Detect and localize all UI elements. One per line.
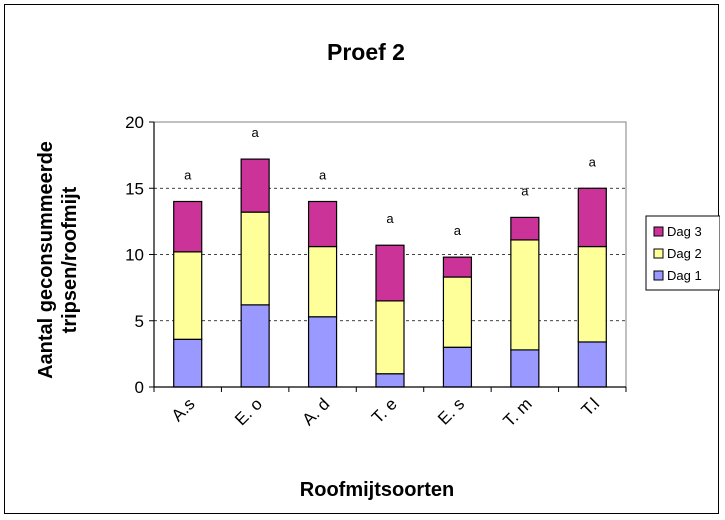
legend-swatch-dag-2 bbox=[653, 248, 664, 259]
y-tick-label-5: 5 bbox=[135, 312, 144, 331]
y-axis-title-line-1: Aantal geconsummeerde bbox=[35, 141, 57, 379]
bar-dag-3-4 bbox=[442, 256, 473, 278]
legend-label-dag-1: Dag 1 bbox=[667, 268, 702, 283]
significance-label-5: a bbox=[521, 183, 529, 198]
bar-dag-2-3 bbox=[375, 300, 405, 375]
chart-svg: Proef 2 Aantal geconsummeerde tripsen/ro… bbox=[35, 39, 720, 501]
bar-dag-2-2 bbox=[307, 245, 338, 318]
y-tick-label-10: 10 bbox=[125, 246, 144, 265]
bar-dag-1-5 bbox=[510, 349, 540, 388]
x-tick-label-4: E. s bbox=[434, 394, 468, 428]
y-axis-title-line-2: tripsen/roofmijt bbox=[59, 186, 81, 333]
y-axis-title: Aantal geconsummeerde tripsen/roofmijt bbox=[35, 141, 81, 379]
significance-label-4: a bbox=[454, 223, 462, 238]
x-tick-label-1: E. o bbox=[231, 394, 266, 429]
chart-title: Proef 2 bbox=[327, 39, 405, 65]
y-tick-label-0: 0 bbox=[135, 378, 144, 397]
chart-frame: Proef 2 Aantal geconsummeerde tripsen/ro… bbox=[4, 4, 720, 514]
bar-dag-1-6 bbox=[577, 341, 607, 388]
y-tick-label-15: 15 bbox=[125, 179, 144, 198]
y-tick-label-20: 20 bbox=[125, 113, 144, 132]
bar-dag-1-2 bbox=[307, 316, 338, 388]
x-tick-label-2: A. d bbox=[299, 394, 334, 429]
bar-dag-3-5 bbox=[510, 216, 540, 241]
significance-label-6: a bbox=[589, 154, 597, 169]
x-tick-label-3: T. e bbox=[368, 394, 401, 427]
legend-swatch-dag-1 bbox=[653, 270, 664, 281]
axes-layer bbox=[149, 121, 627, 392]
significance-label-0: a bbox=[184, 168, 192, 183]
significance-label-1: a bbox=[252, 125, 260, 140]
annotations-layer: a a a a a a a bbox=[184, 125, 597, 238]
x-axis-title: Roofmijtsoorten bbox=[300, 479, 454, 501]
bar-dag-1-4 bbox=[442, 346, 473, 388]
x-tick-label-0: A.s bbox=[168, 394, 199, 425]
bar-dag-2-6 bbox=[577, 245, 607, 343]
x-tick-label-6: T.l bbox=[578, 394, 603, 419]
significance-label-2: a bbox=[319, 168, 327, 183]
legend: Dag 3 Dag 2 Dag 1 bbox=[645, 215, 720, 291]
bar-dag-2-4 bbox=[442, 276, 473, 348]
legend-swatch-dag-3 bbox=[653, 226, 664, 237]
bars-layer bbox=[173, 158, 607, 388]
legend-label-dag-3: Dag 3 bbox=[667, 224, 702, 239]
bar-dag-3-3 bbox=[375, 244, 405, 302]
bar-dag-1-1 bbox=[240, 304, 270, 388]
significance-label-3: a bbox=[386, 211, 394, 226]
legend-label-dag-2: Dag 2 bbox=[667, 246, 702, 261]
bar-dag-3-0 bbox=[173, 200, 203, 253]
bar-dag-2-1 bbox=[240, 211, 270, 306]
bar-dag-1-0 bbox=[173, 338, 203, 388]
bar-dag-1-3 bbox=[375, 373, 405, 388]
bar-dag-2-5 bbox=[510, 239, 540, 351]
x-tick-label-5: T. m bbox=[500, 394, 536, 430]
bar-dag-3-1 bbox=[240, 158, 270, 213]
bar-dag-3-6 bbox=[577, 187, 607, 248]
bar-dag-3-2 bbox=[307, 200, 338, 248]
bar-dag-2-0 bbox=[173, 251, 203, 340]
